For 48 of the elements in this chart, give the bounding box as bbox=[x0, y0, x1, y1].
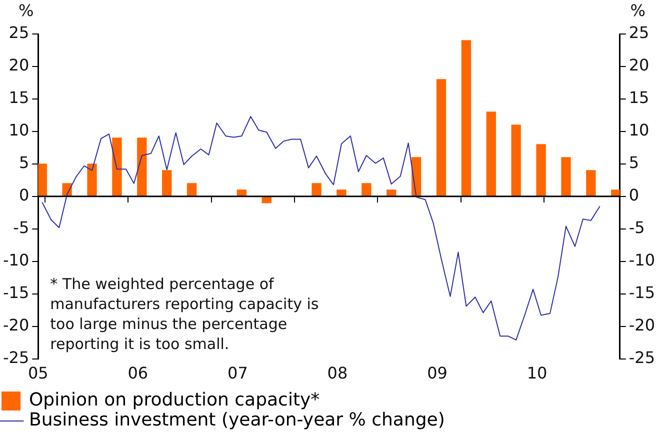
x-tick-label: 08 bbox=[327, 364, 348, 383]
y2-tick-label: 20 bbox=[628, 56, 650, 75]
legend-label: Business investment (year-on-year % change) bbox=[29, 410, 445, 431]
bar bbox=[561, 157, 571, 196]
bar bbox=[511, 124, 521, 196]
bar bbox=[486, 112, 496, 196]
y-tick-label: -5 bbox=[13, 218, 30, 238]
bar bbox=[112, 138, 122, 196]
y2-tick-label: 5 bbox=[628, 153, 640, 172]
y2-tick-label: 10 bbox=[628, 120, 650, 140]
y-tick-label: -15 bbox=[2, 282, 30, 302]
bar bbox=[461, 40, 472, 196]
y-tick-label: -10 bbox=[2, 250, 30, 270]
x-tick-label: 06 bbox=[128, 364, 148, 383]
legend-label: Opinion on production capacity* bbox=[29, 390, 320, 411]
y-axis-title: % bbox=[18, 1, 34, 20]
x-tick-label: 10 bbox=[526, 364, 548, 383]
bar bbox=[162, 170, 172, 196]
y2-axis-title: % bbox=[630, 1, 646, 20]
y-tick-label: 25 bbox=[8, 23, 30, 42]
bar bbox=[186, 183, 197, 196]
bar bbox=[436, 79, 446, 196]
y-tick-label: 15 bbox=[8, 88, 30, 108]
bar bbox=[137, 138, 147, 196]
bar bbox=[362, 183, 372, 196]
bar bbox=[312, 183, 322, 196]
y-tick-label: 10 bbox=[8, 120, 30, 140]
y-tick-label: -25 bbox=[2, 348, 30, 367]
y2-tick-label: 0 bbox=[628, 186, 640, 205]
y2-tick-label: -5 bbox=[628, 218, 645, 238]
y2-tick-label: -20 bbox=[628, 315, 656, 334]
y-tick-label: 20 bbox=[8, 56, 30, 75]
y2-tick-label: 15 bbox=[628, 88, 650, 108]
annotation: * The weighted percentage of manufacturers reporting capacity is too large minus the percentage reporting it is too small. bbox=[50, 274, 319, 353]
bar bbox=[536, 144, 546, 196]
y2-tick-label: -25 bbox=[628, 348, 656, 367]
y-tick-label: 5 bbox=[18, 153, 30, 172]
bar bbox=[586, 170, 596, 196]
bar bbox=[38, 164, 47, 196]
x-tick-label: 09 bbox=[427, 364, 448, 383]
x-tick-label: 07 bbox=[228, 364, 248, 383]
bar bbox=[87, 164, 97, 196]
y-tick-label: 0 bbox=[18, 186, 30, 205]
y2-tick-label: -15 bbox=[628, 282, 656, 302]
y2-tick-label: -10 bbox=[628, 250, 656, 270]
x-tick-label: 05 bbox=[28, 364, 48, 383]
y2-tick-label: 25 bbox=[628, 23, 650, 42]
y-tick-label: -20 bbox=[2, 315, 30, 334]
